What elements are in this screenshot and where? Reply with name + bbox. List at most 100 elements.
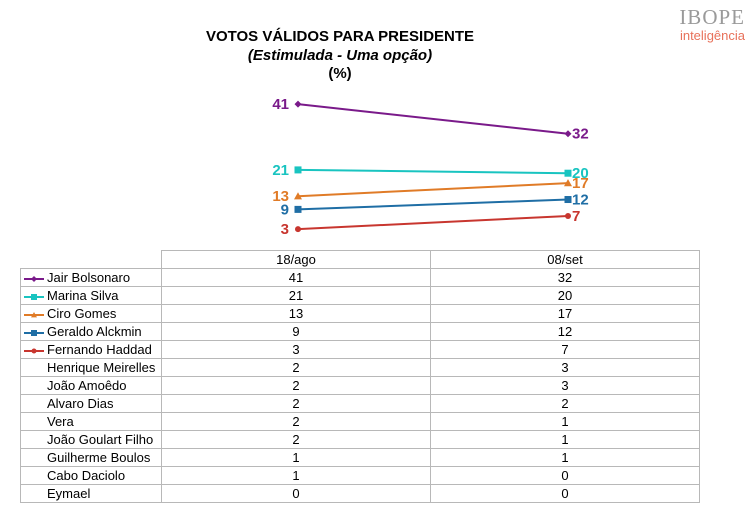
candidate-name: Guilherme Boulos [47, 450, 151, 465]
legend-point [31, 275, 37, 282]
series-line [297, 198, 569, 211]
data-point [564, 179, 572, 187]
value-cell: 9 [161, 322, 431, 341]
series-line [297, 168, 569, 175]
chart-unit: (%) [328, 65, 352, 82]
candidate-name: João Amoêdo [47, 378, 127, 393]
value-cell: 20 [430, 286, 700, 305]
data-point [564, 196, 572, 204]
candidate-name: Eymael [47, 486, 91, 501]
logo-wordmark: IBOPE [679, 5, 745, 29]
value-cell: 0 [161, 484, 431, 503]
table-row: Alvaro Dias 2 2 [20, 394, 700, 413]
candidate-name: Henrique Meirelles [47, 360, 156, 375]
value-cell: 3 [430, 376, 700, 395]
value-cell: 1 [161, 448, 431, 467]
candidate-name: Marina Silva [47, 288, 119, 303]
value-cell: 41 [161, 268, 431, 287]
data-label: 17 [572, 175, 589, 192]
candidate-name-cell: Alvaro Dias [20, 394, 162, 413]
candidate-name-cell: João Goulart Filho [20, 430, 162, 449]
candidate-name: Alvaro Dias [47, 396, 114, 411]
data-label: 41 [272, 96, 289, 113]
chart-title: VOTOS VÁLIDOS PARA PRESIDENTE [205, 28, 475, 45]
data-point [294, 100, 302, 108]
value-cell: 12 [430, 322, 700, 341]
candidate-name-cell: Ciro Gomes [20, 304, 162, 323]
series-fernando-haddad: 37 [281, 208, 581, 238]
candidate-name: Vera [47, 414, 74, 429]
candidate-name-cell: Jair Bolsonaro [20, 268, 162, 287]
value-cell: 1 [161, 466, 431, 485]
series-line [297, 214, 569, 231]
legend-marker-icon [24, 293, 44, 301]
data-point [295, 226, 301, 233]
data-label: 7 [572, 208, 580, 225]
legend-marker-icon [24, 347, 44, 355]
value-cell: 2 [161, 412, 431, 431]
value-cell: 2 [430, 394, 700, 413]
data-label: 20 [572, 165, 589, 182]
data-point [294, 192, 302, 200]
value-cell: 13 [161, 304, 431, 323]
table-row: Ciro Gomes 13 17 [20, 304, 700, 323]
data-label: 21 [272, 162, 289, 179]
candidate-name-cell: Cabo Daciolo [20, 466, 162, 485]
data-point [565, 212, 571, 219]
legend-point [31, 293, 37, 300]
ibope-logo: IBOPE inteligência [679, 6, 745, 43]
logo-tagline: inteligência [679, 28, 745, 43]
candidate-name-cell: Henrique Meirelles [20, 358, 162, 377]
table-row: João Goulart Filho 2 1 [20, 430, 700, 449]
table-row: Cabo Daciolo 1 0 [20, 466, 700, 485]
data-label: 9 [281, 201, 289, 218]
table-header-row: 18/ago 08/set [20, 250, 700, 269]
table-header-blank [20, 250, 162, 269]
value-cell: 2 [161, 376, 431, 395]
series-line [297, 182, 569, 198]
chart-subtitle: (Estimulada - Uma opção) [247, 47, 433, 64]
legend-marker-icon [24, 275, 44, 283]
value-cell: 2 [161, 358, 431, 377]
series-ciro-gomes: 13 17 [272, 175, 588, 205]
legend-point [31, 348, 37, 354]
data-point [294, 166, 302, 174]
data-label: 32 [572, 126, 589, 143]
table-row: Jair Bolsonaro 41 32 [20, 268, 700, 287]
series-geraldo-alckmin: 9 12 [281, 192, 589, 219]
candidate-name-cell: Guilherme Boulos [20, 448, 162, 467]
legend-marker-icon [24, 311, 44, 319]
table-row: João Amoêdo 2 3 [20, 376, 700, 395]
candidate-name: Geraldo Alckmin [47, 324, 142, 339]
value-cell: 21 [161, 286, 431, 305]
candidate-name-cell: Geraldo Alckmin [20, 322, 162, 341]
table-row: Eymael 0 0 [20, 484, 700, 503]
data-point [564, 169, 572, 177]
candidate-name: Ciro Gomes [47, 306, 117, 321]
series-jair-bolsonaro: 41 32 [272, 96, 588, 143]
candidate-name: Fernando Haddad [47, 342, 152, 357]
value-cell: 7 [430, 340, 700, 359]
value-cell: 1 [430, 412, 700, 431]
candidate-name-cell: João Amoêdo [20, 376, 162, 395]
series-line [297, 103, 569, 135]
legend-marker-icon [24, 329, 44, 337]
candidate-name: Cabo Daciolo [47, 468, 126, 483]
legend-point [31, 329, 37, 336]
value-cell: 0 [430, 484, 700, 503]
data-label: 13 [272, 188, 289, 205]
table-row: Marina Silva 21 20 [20, 286, 700, 305]
value-cell: 3 [161, 340, 431, 359]
value-cell: 1 [430, 430, 700, 449]
candidate-name-cell: Fernando Haddad [20, 340, 162, 359]
candidate-name: Jair Bolsonaro [47, 270, 131, 285]
legend-point [31, 311, 37, 317]
data-label: 3 [281, 221, 289, 238]
table-row: Geraldo Alckmin 9 12 [20, 322, 700, 341]
data-point [564, 130, 572, 138]
value-cell: 2 [161, 430, 431, 449]
table-row: Fernando Haddad 3 7 [20, 340, 700, 359]
value-cell: 17 [430, 304, 700, 323]
candidate-name-cell: Marina Silva [20, 286, 162, 305]
